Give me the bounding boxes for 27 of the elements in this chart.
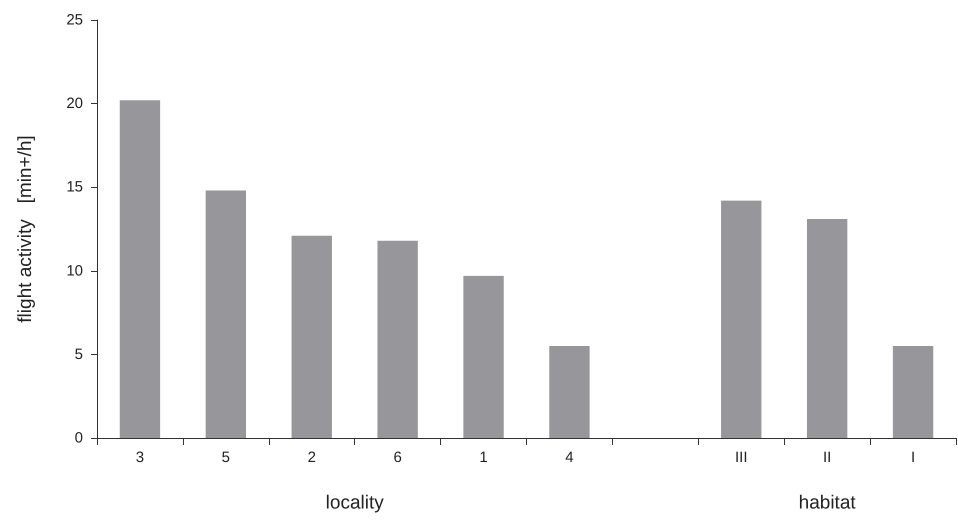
y-axis-title: flight activity [min+/h]: [15, 135, 36, 323]
y-tick-label: 5: [74, 346, 83, 363]
y-tick-label: 0: [74, 430, 83, 446]
x-tick-label: 1: [479, 449, 488, 466]
bar: [120, 100, 160, 438]
text: habitat: [798, 492, 856, 514]
y-tick-label: 15: [66, 178, 83, 196]
x-tick-label: 4: [565, 449, 574, 466]
x-tick-label: 5: [222, 449, 230, 466]
text: locality: [326, 492, 384, 514]
x-tick-label: 3: [136, 449, 144, 466]
y-tick-label: 25: [66, 12, 83, 28]
bar: [206, 190, 246, 438]
bar: [292, 236, 332, 438]
bar: [377, 240, 418, 438]
bar: [806, 218, 848, 438]
y-tick-label: 20: [66, 95, 83, 112]
x-tick-label: 2: [308, 449, 316, 466]
x-tick-label: 6: [393, 449, 402, 466]
bar: [721, 200, 762, 438]
y-tick-label: 10: [66, 262, 83, 280]
x-tick-label: I: [910, 449, 916, 466]
x-tick-label: II: [822, 449, 832, 466]
x-tick-label: III: [734, 449, 748, 466]
bar: [549, 346, 590, 438]
bar: [892, 346, 934, 438]
bar: [463, 276, 504, 438]
